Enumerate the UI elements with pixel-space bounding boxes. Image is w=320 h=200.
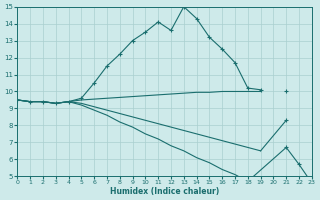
X-axis label: Humidex (Indice chaleur): Humidex (Indice chaleur) [110, 187, 219, 196]
